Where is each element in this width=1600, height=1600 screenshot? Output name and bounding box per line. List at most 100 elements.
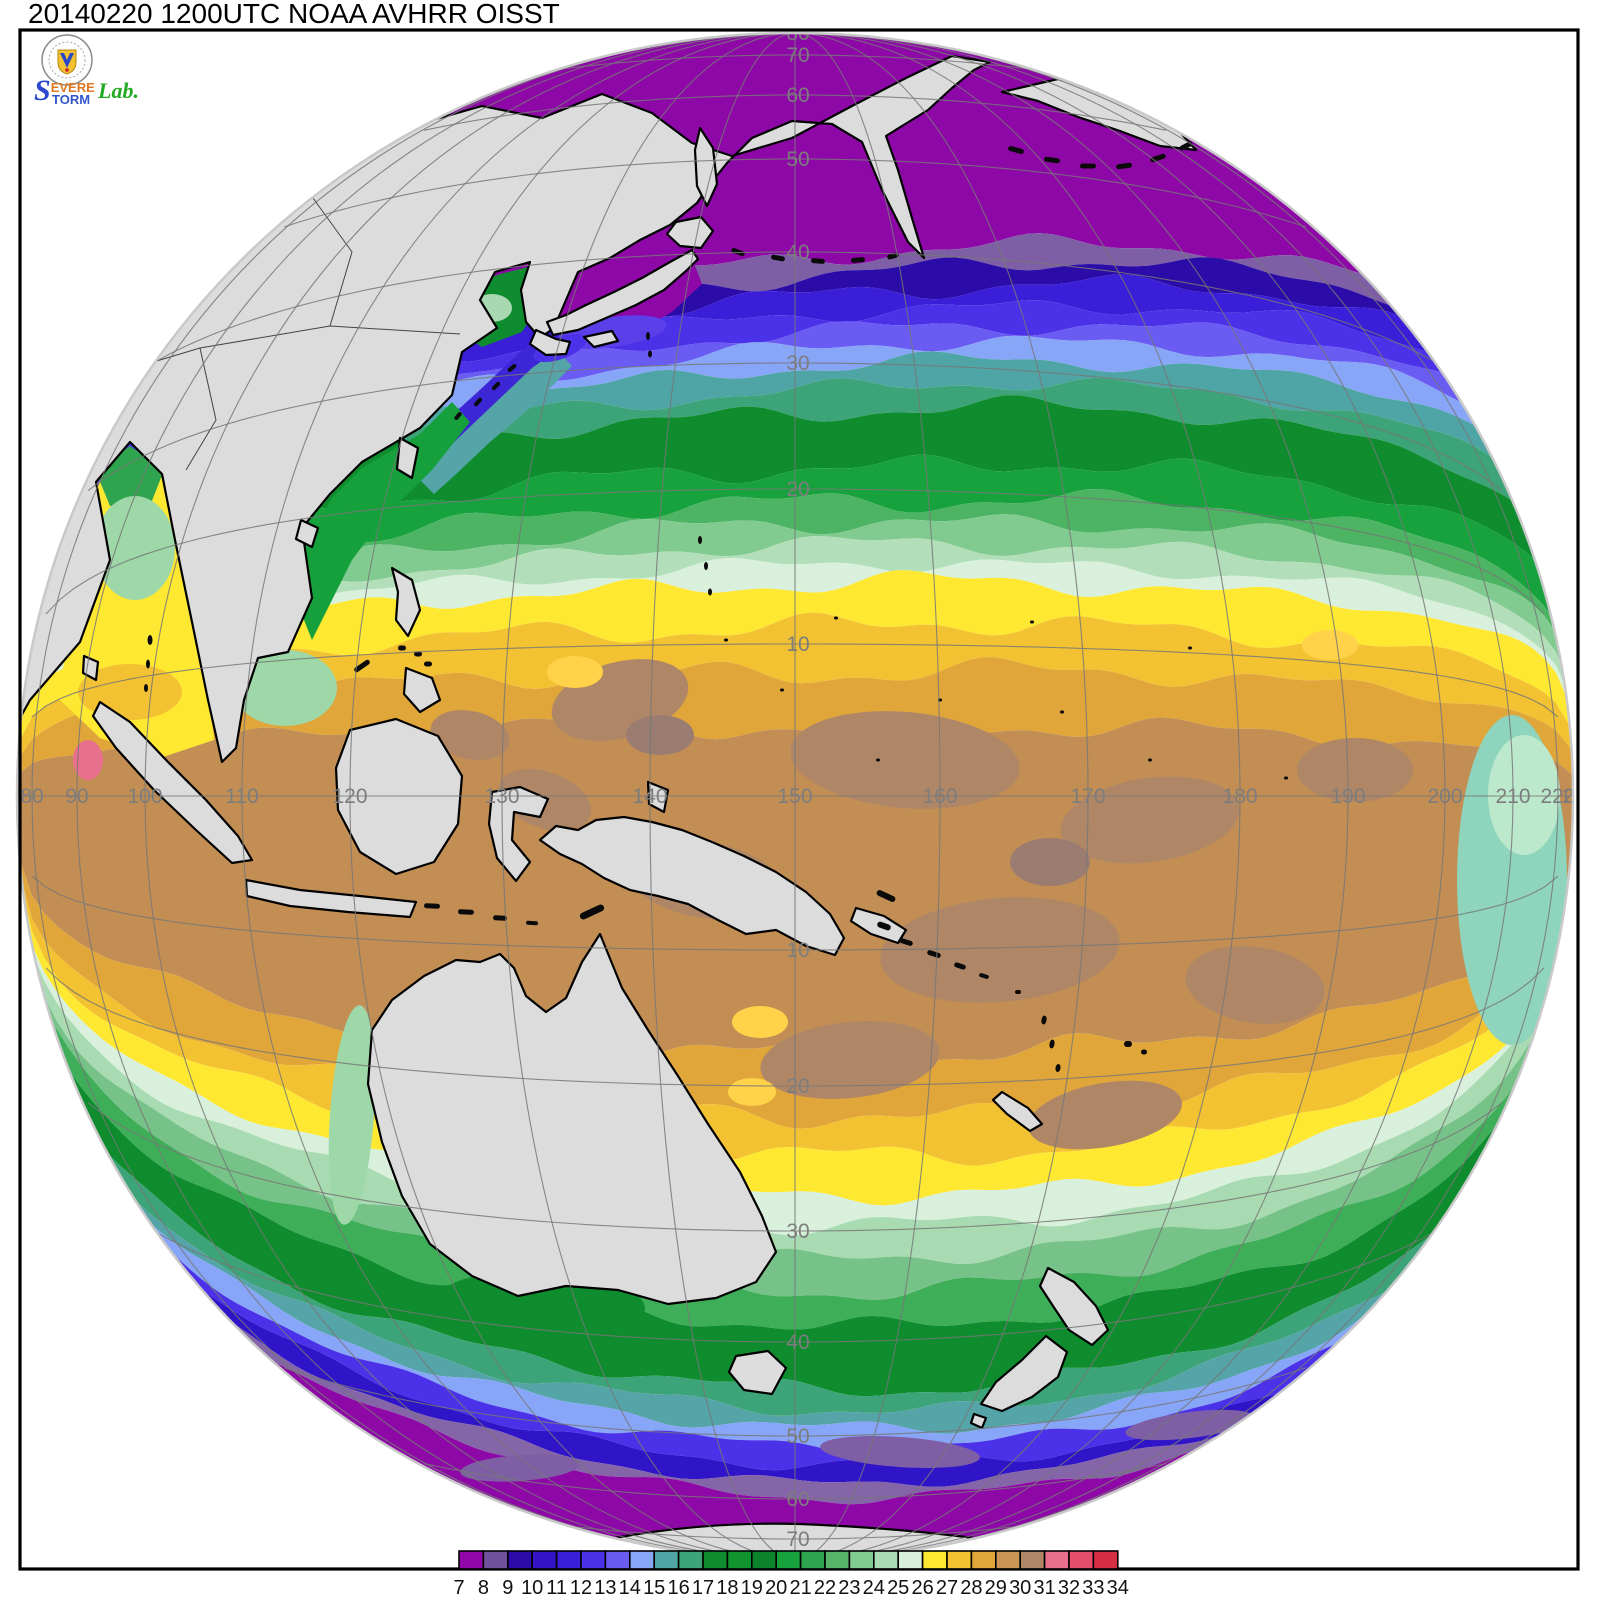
island-speck (1148, 758, 1152, 762)
colorbar-cell (1068, 1550, 1095, 1570)
island-halmahera (646, 780, 670, 814)
latitude-label: 70 (786, 44, 809, 67)
parallel-line (45, 488, 1545, 615)
parallel-line (45, 967, 1545, 1087)
island-speck (1116, 162, 1132, 170)
island-speck (424, 903, 440, 909)
island-mindanao (402, 666, 442, 714)
island-speck (526, 920, 538, 926)
colorbar-tick-label: 27 (936, 1577, 958, 1599)
sst-patch (328, 1005, 376, 1225)
colorbar-tick-label: 33 (1082, 1577, 1104, 1599)
colorbar-tick-label: 24 (863, 1577, 885, 1599)
parallel-line (87, 1102, 1503, 1232)
landmass-australia (366, 932, 778, 1306)
sst-patch (1488, 735, 1560, 855)
sst-patch (626, 715, 694, 755)
colorbar-cell (872, 1550, 899, 1570)
sst-band (17, 612, 1573, 767)
island-speck (493, 915, 507, 921)
colorbar-cell (1043, 1550, 1070, 1570)
island-taiwan (395, 436, 420, 480)
sst-patch (1027, 1080, 1183, 1150)
island-new-guinea (538, 815, 846, 957)
island-speck (1041, 1015, 1047, 1025)
sst-band (17, 873, 1573, 1397)
latitude-label: 50 (786, 1425, 809, 1448)
island-speck (771, 254, 785, 262)
island-speck (414, 651, 422, 657)
latitude-label: 10 (786, 633, 809, 656)
island-speck (454, 412, 462, 420)
island-speck (899, 938, 913, 946)
latitude-label: 60 (786, 84, 809, 107)
island-speck (1055, 1064, 1061, 1072)
latitude-label: 20 (786, 1075, 809, 1098)
island-speck (698, 536, 702, 544)
sst-patch (95, 496, 175, 600)
longitude-label: 210 (1495, 785, 1530, 808)
island-speck (851, 257, 865, 263)
longitude-label: 190 (1330, 785, 1365, 808)
longitude-label: 220 (1540, 785, 1575, 808)
island-speck (147, 635, 153, 645)
island-speck (704, 562, 708, 570)
island-speck (648, 350, 652, 358)
longitude-label: 80 (20, 785, 43, 808)
logo-text: SEVERE TORM Lab. (34, 74, 139, 107)
colorbar-cell (702, 1550, 729, 1570)
island-speck (1284, 776, 1288, 780)
island-speck (458, 909, 474, 915)
colorbar-cell (555, 1550, 582, 1570)
sst-patch (73, 740, 103, 780)
island-sakhalin (693, 126, 719, 208)
sst-band (17, 536, 1573, 736)
logo-seal-inner-ring (48, 41, 86, 79)
colorbar-cell (970, 1550, 997, 1570)
island-sulawesi (487, 785, 550, 883)
sst-band (17, 570, 1573, 754)
sst-patch (547, 656, 603, 688)
colorbar-tick-label: 11 (546, 1577, 567, 1599)
colorbar-cell (848, 1550, 875, 1570)
colorbar-tick-label: 28 (960, 1577, 982, 1599)
island-speck (834, 616, 838, 620)
colorbar-cell (653, 1550, 680, 1570)
island-speck (1179, 141, 1193, 151)
colorbar-cell (580, 1550, 607, 1570)
longitude-label: 120 (332, 785, 367, 808)
latitude-label: 70 (786, 1528, 809, 1551)
island-new-caledonia (991, 1090, 1044, 1133)
colorbar-tick-label: 15 (643, 1577, 665, 1599)
colorbar-labels: 7 8 9 10 11 12 13 14 15 16 17 18 19 20 21 22 23 24 25 26 27 2… (453, 1577, 1128, 1599)
parallel-line (157, 1232, 1433, 1343)
parallel-line (563, 54, 1027, 70)
colorbar-cell (604, 1550, 631, 1570)
sst-band (17, 657, 1573, 781)
colorbar-cell (458, 1550, 485, 1570)
latitude-label: 80 (786, 22, 809, 45)
sst-patch (732, 1006, 788, 1038)
island-speck (1124, 1041, 1132, 1047)
logo-dot-icon (65, 68, 69, 72)
island-speck (354, 659, 370, 673)
sst-patch (1302, 630, 1358, 660)
colorbar-tick-label: 9 (502, 1577, 513, 1599)
latitude-label: 10 (786, 939, 809, 962)
colorbar-cell (1019, 1550, 1046, 1570)
sst-patch (790, 711, 1020, 809)
longitude-label: 90 (65, 785, 88, 808)
island-speck (146, 659, 150, 669)
island-kyushu (528, 328, 572, 357)
colorbar-tick-label: 25 (887, 1577, 909, 1599)
longitude-label: 170 (1070, 785, 1105, 808)
island-speck (646, 332, 650, 340)
island-speck (579, 904, 605, 920)
longitude-label: 110 (225, 785, 258, 808)
longitude-label: 200 (1427, 785, 1462, 808)
colorbar-cell (775, 1550, 802, 1570)
sst-patch (760, 1021, 940, 1099)
colorbar-tick-label: 13 (594, 1577, 616, 1599)
colorbar-tick-label: 21 (789, 1577, 811, 1599)
